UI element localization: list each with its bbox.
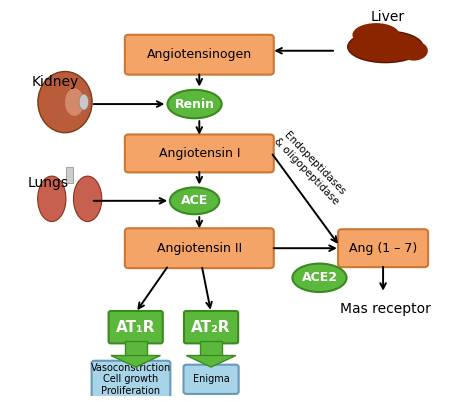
FancyBboxPatch shape [125,341,147,356]
Text: Renin: Renin [174,97,215,111]
Text: Angiotensin II: Angiotensin II [157,242,242,255]
Text: Vasoconstriction
Cell growth
Proliferation: Vasoconstriction Cell growth Proliferati… [91,363,171,396]
Text: Angiotensinogen: Angiotensinogen [147,48,252,61]
FancyBboxPatch shape [338,229,428,267]
Ellipse shape [353,23,400,47]
Ellipse shape [37,176,66,221]
Ellipse shape [73,176,102,221]
FancyBboxPatch shape [183,365,238,394]
Text: Lungs: Lungs [27,176,68,190]
Polygon shape [186,356,236,367]
FancyBboxPatch shape [125,134,274,172]
Text: AT₂R: AT₂R [191,320,231,335]
Ellipse shape [79,94,89,110]
Text: AT₁R: AT₁R [116,320,155,335]
Ellipse shape [292,263,346,292]
Text: Ang (1 – 7): Ang (1 – 7) [349,242,417,255]
FancyBboxPatch shape [66,167,73,183]
Ellipse shape [65,88,84,116]
Ellipse shape [348,31,423,63]
FancyBboxPatch shape [184,311,238,343]
Text: Liver: Liver [371,10,405,24]
FancyBboxPatch shape [125,228,274,268]
Text: Angiotensin I: Angiotensin I [158,147,240,160]
Ellipse shape [167,90,222,118]
Polygon shape [111,356,160,367]
Text: ACE2: ACE2 [301,271,337,284]
FancyBboxPatch shape [91,361,170,398]
FancyBboxPatch shape [125,35,274,75]
Ellipse shape [38,71,92,133]
Ellipse shape [400,41,428,61]
Text: Kidney: Kidney [32,75,79,89]
FancyBboxPatch shape [109,311,163,343]
FancyBboxPatch shape [200,341,222,356]
Text: Endopeptidases
& oligopeptidase: Endopeptidases & oligopeptidase [272,128,348,207]
Ellipse shape [170,187,219,214]
Text: ACE: ACE [181,194,208,207]
Text: Enigma: Enigma [193,374,229,384]
Text: Mas receptor: Mas receptor [340,302,431,316]
